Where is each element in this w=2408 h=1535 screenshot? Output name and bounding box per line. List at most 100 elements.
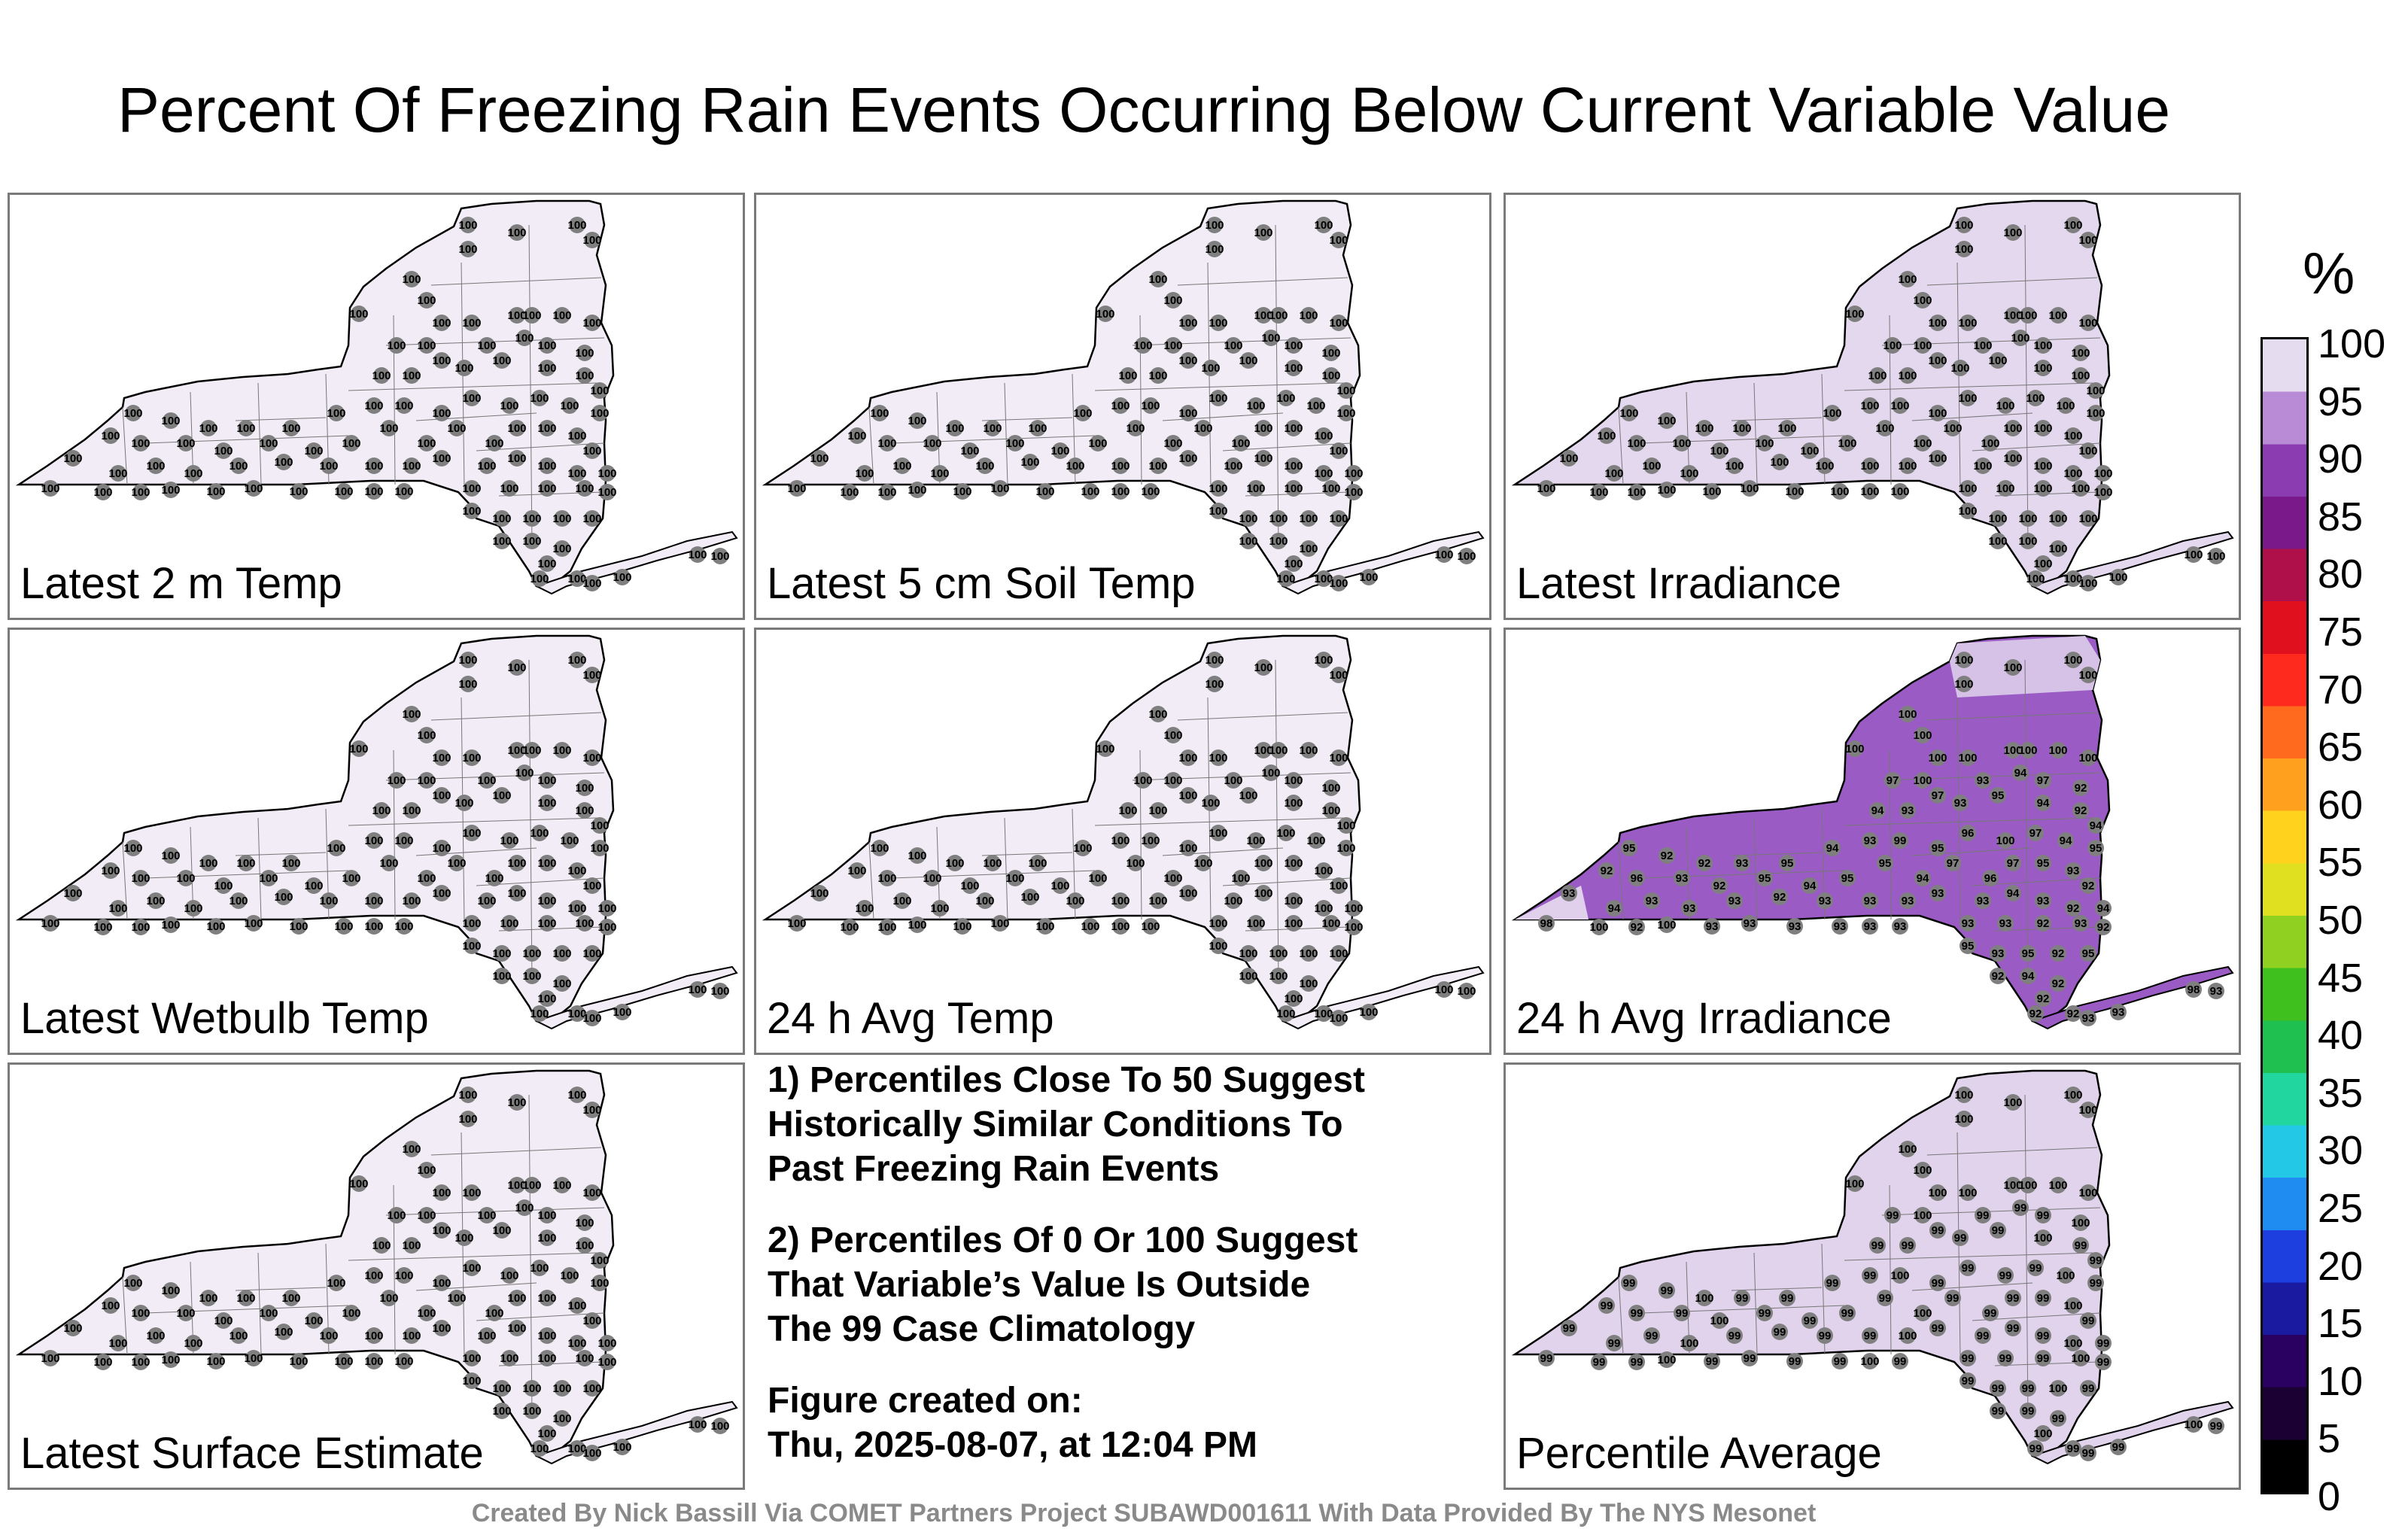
station-marker: 100 bbox=[1111, 832, 1130, 849]
station-dot bbox=[479, 892, 495, 909]
station-dot bbox=[1598, 1297, 1615, 1314]
station-dot bbox=[2005, 659, 2021, 676]
station-dot bbox=[1621, 840, 1637, 856]
station-marker: 100 bbox=[1988, 352, 2008, 369]
station-value: 100 bbox=[537, 558, 556, 570]
station-marker: 100 bbox=[304, 877, 324, 894]
station-marker: 100 bbox=[2063, 1297, 2083, 1314]
station-value: 100 bbox=[710, 550, 729, 563]
station-dot bbox=[2050, 307, 2066, 324]
panel-label: Latest 2 m Temp bbox=[20, 559, 342, 608]
station-marker: 100 bbox=[184, 465, 203, 482]
station-dot bbox=[962, 442, 978, 459]
station-value: 100 bbox=[1314, 430, 1333, 442]
station-marker: 100 bbox=[552, 975, 572, 992]
colorbar-tick-label: 90 bbox=[2318, 436, 2364, 482]
station-dot bbox=[1538, 915, 1555, 932]
station-dot bbox=[2065, 1335, 2081, 1351]
station-marker: 100 bbox=[462, 480, 482, 497]
station-dot bbox=[531, 390, 548, 406]
station-marker: 100 bbox=[1336, 382, 1356, 399]
station-marker: 100 bbox=[259, 1305, 278, 1321]
station-dot bbox=[2080, 1445, 2096, 1461]
station-value: 100 bbox=[387, 339, 406, 352]
station-value: 100 bbox=[2033, 460, 2052, 473]
station-value: 100 bbox=[975, 460, 994, 473]
station-dot bbox=[2050, 945, 2066, 962]
station-value: 100 bbox=[327, 842, 345, 855]
station-value: 100 bbox=[1148, 804, 1167, 817]
station-marker: 100 bbox=[1710, 1312, 1729, 1329]
station-value: 100 bbox=[492, 354, 511, 367]
station-value: 100 bbox=[2003, 744, 2022, 757]
station-marker: 100 bbox=[2003, 420, 2023, 436]
station-marker: 100 bbox=[1434, 981, 1454, 998]
station-dot bbox=[95, 919, 111, 935]
station-dot bbox=[1195, 855, 1212, 871]
station-dot bbox=[65, 885, 81, 901]
station-marker: 100 bbox=[522, 533, 542, 549]
station-dot bbox=[2035, 360, 2051, 376]
station-value: 100 bbox=[364, 460, 383, 473]
station-marker: 100 bbox=[477, 1327, 497, 1344]
station-dot bbox=[2095, 1354, 2112, 1370]
station-dot bbox=[433, 1222, 450, 1239]
station-value: 99 bbox=[2022, 1405, 2035, 1418]
station-marker: 100 bbox=[1823, 405, 1842, 421]
station-dot bbox=[569, 900, 585, 916]
station-dot bbox=[569, 427, 585, 444]
station-value: 100 bbox=[908, 484, 926, 497]
station-dot bbox=[238, 420, 254, 436]
station-dot bbox=[1180, 315, 1196, 331]
station-value: 100 bbox=[507, 309, 526, 322]
station-dot bbox=[947, 855, 963, 871]
station-marker: 100 bbox=[1860, 397, 1880, 414]
station-dot bbox=[1990, 1222, 2006, 1239]
station-dot bbox=[2020, 307, 2036, 324]
station-value: 100 bbox=[1860, 400, 1879, 412]
station-dot bbox=[1914, 870, 1931, 886]
station-marker: 100 bbox=[1178, 787, 1198, 804]
station-dot bbox=[599, 484, 616, 500]
station-value: 100 bbox=[1141, 834, 1160, 847]
station-value: 100 bbox=[1314, 654, 1333, 667]
station-marker: 96 bbox=[1628, 870, 1645, 886]
station-marker: 100 bbox=[1239, 787, 1258, 804]
station-dot bbox=[524, 945, 540, 962]
station-marker: 100 bbox=[1710, 442, 1729, 459]
station-marker: 100 bbox=[402, 1327, 421, 1344]
station-dot bbox=[2080, 575, 2096, 591]
station-marker: 100 bbox=[2011, 330, 2030, 346]
station-value: 100 bbox=[131, 872, 150, 885]
station-value: 100 bbox=[537, 1352, 556, 1365]
station-marker: 100 bbox=[530, 825, 549, 841]
station-marker: 100 bbox=[2063, 1335, 2083, 1351]
station-dot bbox=[1929, 840, 1946, 856]
station-dot bbox=[841, 484, 858, 500]
station-value: 100 bbox=[507, 857, 526, 870]
station-value: 100 bbox=[402, 460, 421, 473]
county-line bbox=[1162, 412, 1284, 421]
station-dot bbox=[464, 1184, 480, 1201]
station-dot bbox=[1681, 465, 1698, 482]
station-value: 100 bbox=[1702, 485, 1721, 498]
station-dot bbox=[1345, 484, 1362, 500]
station-marker: 100 bbox=[582, 1445, 602, 1461]
station-marker: 100 bbox=[552, 742, 572, 758]
station-value: 95 bbox=[2037, 857, 2050, 870]
station-value: 100 bbox=[1163, 437, 1182, 450]
station-value: 100 bbox=[1898, 273, 1917, 286]
station-marker: 100 bbox=[492, 968, 512, 984]
station-marker: 100 bbox=[458, 241, 478, 257]
station-dot bbox=[42, 480, 59, 497]
station-value: 100 bbox=[1201, 797, 1220, 810]
station-marker: 100 bbox=[229, 892, 248, 909]
station-marker: 93 bbox=[1899, 802, 1916, 819]
station-dot bbox=[1330, 945, 1347, 962]
station-marker: 99 bbox=[1538, 1350, 1555, 1366]
station-marker: 100 bbox=[2078, 232, 2098, 248]
station-value: 100 bbox=[372, 804, 391, 817]
station-marker: 100 bbox=[1148, 367, 1168, 384]
station-marker: 100 bbox=[1126, 420, 1145, 436]
station-marker: 100 bbox=[2003, 1094, 2023, 1111]
